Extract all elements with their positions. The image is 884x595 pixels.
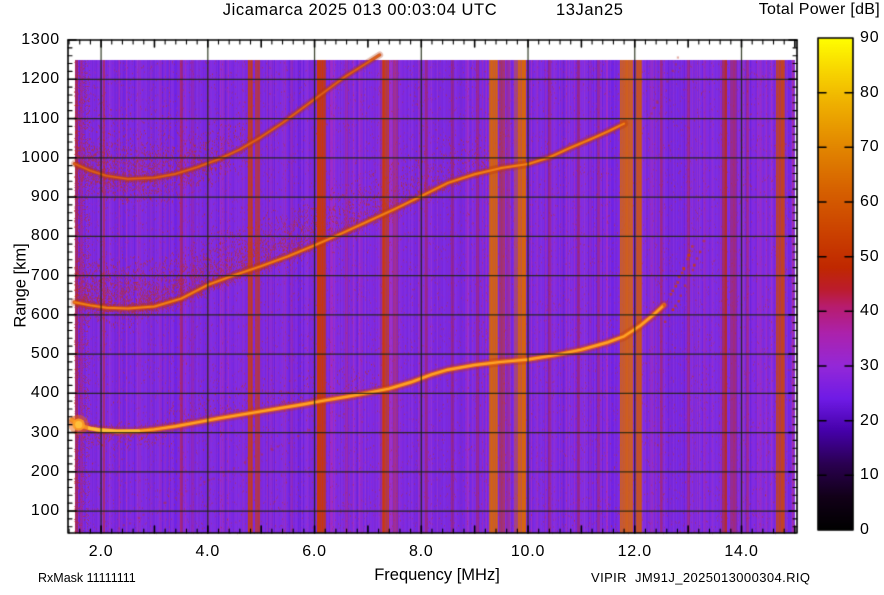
colorbar-title: Total Power [dB] — [758, 1, 880, 18]
x-tick-label: 10.0 — [510, 543, 546, 560]
colorbar-tick-label: 80 — [860, 83, 880, 101]
colorbar-tick-label: 0 — [860, 521, 870, 538]
rx-mask-text: RxMask 11111111 — [38, 571, 136, 585]
colorbar-tick-label: 40 — [860, 302, 880, 320]
y-tick-label: 900 — [30, 188, 60, 205]
x-tick-label: 12.0 — [617, 543, 652, 560]
x-axis-label: Frequency [MHz] — [374, 566, 500, 584]
plot-date: 13Jan25 — [556, 1, 624, 19]
y-tick-label: 1200 — [21, 70, 60, 88]
colorbar-tick-label: 10 — [860, 466, 880, 484]
x-tick-label: 6.0 — [302, 543, 327, 560]
y-tick-label: 700 — [30, 266, 60, 284]
colorbar-tick-label: 30 — [860, 357, 880, 374]
colorbar-tick-label: 20 — [860, 411, 880, 429]
colorbar-tick-label: 60 — [860, 193, 880, 210]
colorbar-tick-label: 90 — [860, 29, 880, 46]
y-tick-label: 100 — [30, 502, 60, 520]
y-tick-label: 300 — [30, 423, 60, 441]
plot-title: Jicamarca 2025 013 00:03:04 UTC — [222, 1, 498, 19]
x-tick-label: 14.0 — [724, 543, 759, 560]
colorbar-tick-label: 70 — [860, 138, 880, 156]
x-tick-label: 4.0 — [195, 543, 221, 560]
y-tick-label: 500 — [30, 345, 60, 362]
file-id-text: VIPIR JM91J_2025013000304.RIQ — [591, 570, 811, 585]
x-tick-label: 2.0 — [88, 543, 114, 560]
y-tick-label: 1000 — [21, 148, 60, 166]
y-tick-label: 1100 — [22, 109, 60, 127]
x-tick-label: 8.0 — [408, 543, 434, 560]
y-axis-label: Range [km] — [11, 243, 30, 328]
y-tick-label: 400 — [30, 384, 60, 402]
y-tick-label: 1300 — [21, 31, 60, 48]
y-tick-label: 800 — [30, 227, 60, 245]
y-tick-label: 200 — [30, 462, 60, 480]
colorbar-tick-label: 50 — [860, 247, 880, 265]
y-tick-label: 600 — [30, 305, 60, 323]
